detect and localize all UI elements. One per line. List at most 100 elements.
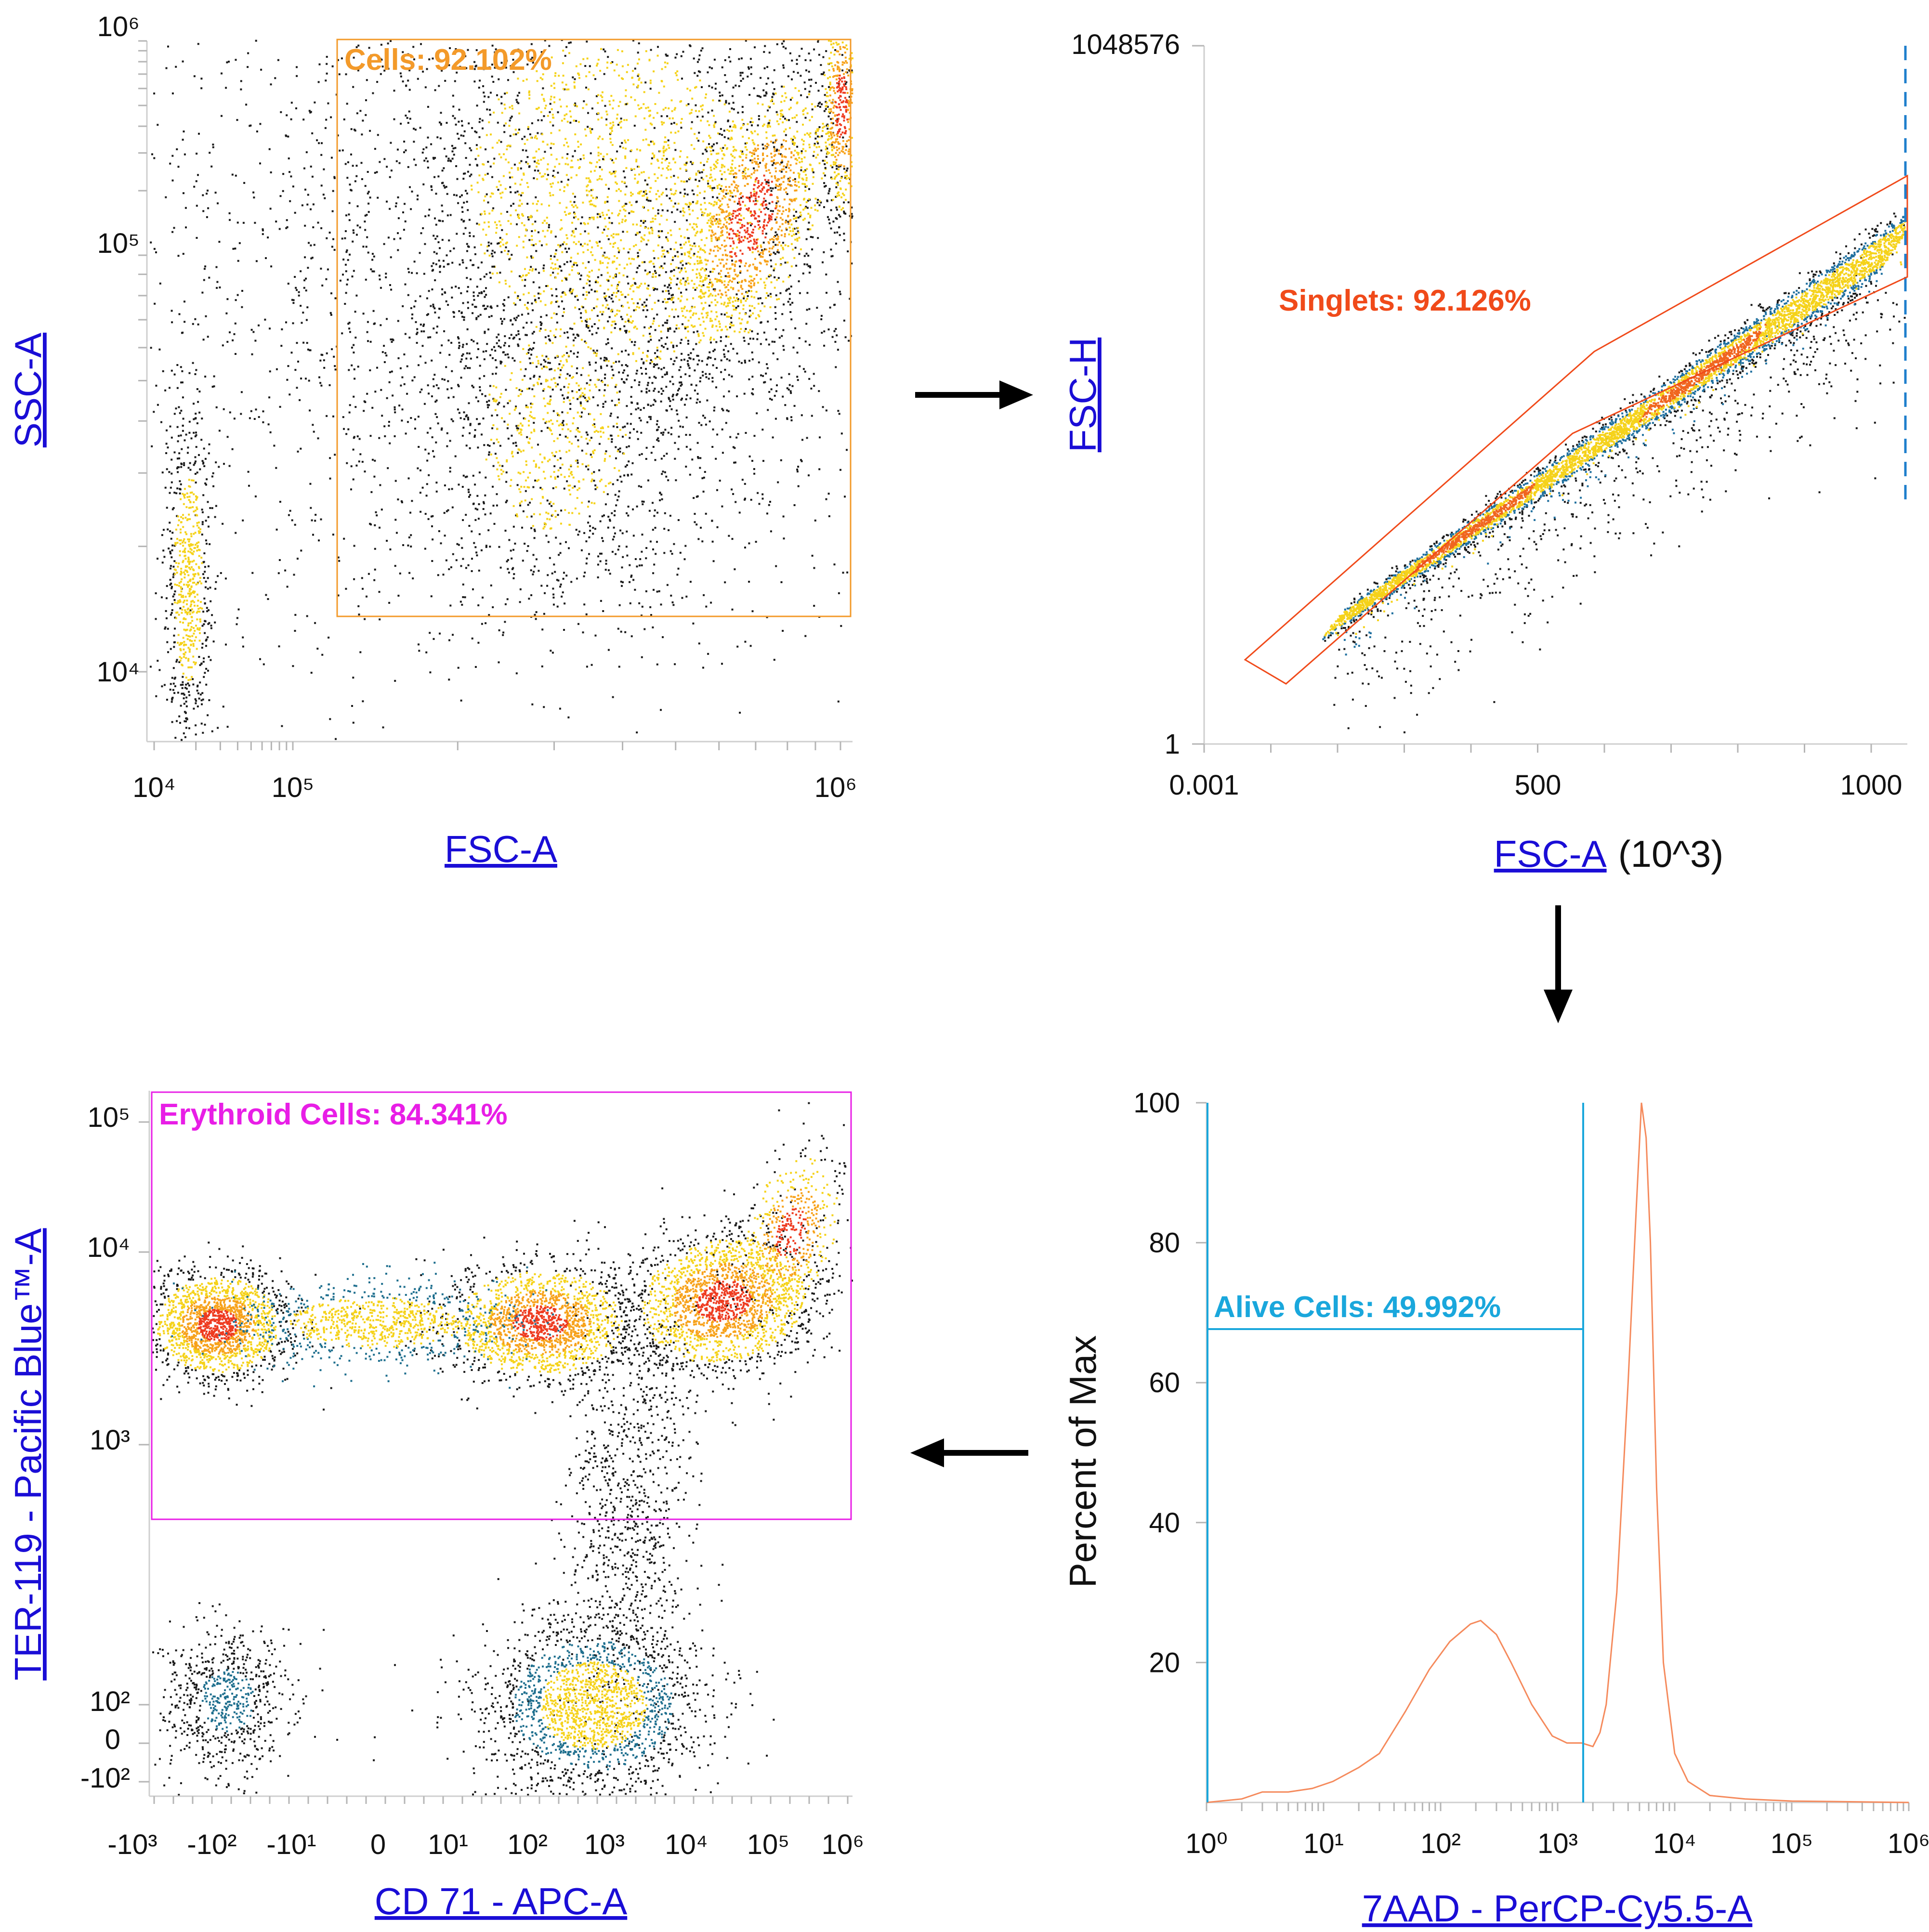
panel-singlets-y-label[interactable]: FSC-H bbox=[1062, 338, 1104, 452]
panel-live-x-tick: 10⁵ bbox=[1771, 1828, 1813, 1859]
fsc-ssc-bright-high-density bbox=[707, 139, 798, 297]
panel-singlets-x-label: FSC-A (10^3) bbox=[1494, 833, 1724, 875]
panel-erythroid-y-tick: 10⁴ bbox=[87, 1232, 130, 1263]
singlets-gate[interactable] bbox=[1244, 174, 1908, 685]
panel-singlets-x-tick: 500 bbox=[1515, 770, 1562, 801]
panel-erythroid-x-tick: 10⁴ bbox=[665, 1829, 708, 1860]
fsc-ssc-bright-sparse-density bbox=[615, 46, 853, 487]
alive-gate-label: Alive Cells: 49.992% bbox=[1214, 1291, 1501, 1324]
panel-live-x-tick: 10² bbox=[1420, 1828, 1461, 1859]
panel-fsc-ssc-y-tick: 10⁴ bbox=[97, 656, 140, 688]
panel-live-x-tick: 10⁰ bbox=[1185, 1828, 1228, 1859]
cd71-pos-ter-neg-medium-density bbox=[541, 1661, 647, 1750]
panel-fsc-ssc-y-label[interactable]: SSC-A bbox=[7, 333, 49, 447]
double-negative-sparse-density bbox=[152, 1602, 375, 1796]
panel-fsc-ssc-events bbox=[149, 39, 853, 741]
erythroid-bridge-top-peak-density bbox=[775, 1208, 807, 1256]
panel-singlets: Singlets: 92.126% 1048576 1 0.001 500 10… bbox=[1062, 29, 1908, 875]
panel-erythroid-x-label[interactable]: CD 71 - APC-A bbox=[375, 1880, 627, 1922]
panel-fsc-ssc-x-tick: 10⁵ bbox=[272, 772, 315, 803]
panel-erythroid-x-tick: 10⁶ bbox=[822, 1829, 864, 1860]
panel-fsc-ssc-x-label[interactable]: FSC-A bbox=[445, 828, 557, 870]
cells-gate[interactable] bbox=[336, 39, 852, 617]
erythroid-bridge-top-high-density bbox=[761, 1188, 820, 1279]
fsc-ssc-edge-high-density bbox=[829, 46, 853, 168]
panel-singlets-x-tick: 0.001 bbox=[1169, 770, 1239, 801]
erythroid-bridge-top-medium-density bbox=[744, 1158, 838, 1304]
panel-erythroid-x-ticks: -10³ -10² -10¹ 0 10¹ 10² 10³ 10⁴ 10⁵ 10⁶ bbox=[107, 1829, 864, 1860]
singlet-events-medium bbox=[1324, 221, 1906, 637]
panel-live-x-tick: 10⁶ bbox=[1888, 1828, 1929, 1859]
histogram-line bbox=[1206, 1102, 1909, 1803]
panel-erythroid-y-tick: -10² bbox=[80, 1762, 130, 1794]
panel-live-x-label[interactable]: 7AAD - PerCP-Cy5.5-A bbox=[1362, 1887, 1753, 1930]
panel-erythroid-minor-ticks bbox=[139, 1121, 849, 1804]
panel-singlets-events bbox=[1322, 212, 1906, 733]
y-axis-tick-marks bbox=[138, 40, 147, 673]
x-axis-tick-marks bbox=[153, 1796, 849, 1804]
double-negative-low-density bbox=[201, 1669, 254, 1733]
panel-live-x-tick: 10³ bbox=[1537, 1828, 1578, 1859]
arrow-right-icon bbox=[915, 380, 1033, 409]
fsc-ssc-edge-peak-density bbox=[835, 74, 849, 138]
fsc-ssc-bright-peak-density bbox=[728, 174, 777, 262]
fsc-ssc-debris-medium-density bbox=[173, 479, 203, 681]
erythroid-left-high-density bbox=[181, 1296, 255, 1355]
y-axis-tick-marks bbox=[139, 1121, 149, 1783]
panel-singlets-y-tick: 1048576 bbox=[1071, 29, 1180, 60]
y-axis-tick-marks bbox=[1192, 45, 1204, 745]
panel-live-y-tick: 40 bbox=[1149, 1507, 1180, 1539]
panel-live-x-tick: 10⁴ bbox=[1653, 1828, 1696, 1859]
panel-erythroid-x-tick: 10⁵ bbox=[747, 1829, 790, 1860]
panel-erythroid-x-tick: 0 bbox=[370, 1829, 386, 1860]
panel-singlets-y-tick: 1 bbox=[1165, 729, 1180, 760]
cd71-pos-ter-neg-low-density bbox=[514, 1641, 673, 1771]
fsc-ssc-main-medium-density bbox=[470, 48, 762, 364]
singlets-gate-label: Singlets: 92.126% bbox=[1279, 284, 1531, 317]
x-axis-tick-marks bbox=[153, 742, 841, 750]
fsc-ssc-debris-sparse-density bbox=[149, 323, 229, 741]
erythroid-left-peak-density bbox=[197, 1309, 238, 1342]
panel-erythroid-events bbox=[152, 1102, 853, 1797]
arrow-down-icon bbox=[1544, 905, 1573, 1023]
erythroid-right-medium-density bbox=[642, 1240, 806, 1363]
panel-fsc-ssc-x-tick: 10⁴ bbox=[132, 772, 175, 803]
panel-erythroid-y-tick: 10³ bbox=[90, 1424, 130, 1456]
fsc-ssc-bright-medium-density bbox=[679, 86, 827, 341]
panel-live-y-tick: 20 bbox=[1149, 1647, 1180, 1678]
panel-fsc-ssc: Cells: 92.102% 10⁶ 10⁵ 10⁴ 10⁴ 10⁵ 10⁶ F… bbox=[7, 11, 857, 870]
erythroid-gate[interactable] bbox=[151, 1091, 852, 1520]
panel-erythroid-y-label[interactable]: TER-119 - Pacific Blue™-A bbox=[7, 1228, 49, 1680]
panel-erythroid-x-tick: -10³ bbox=[107, 1829, 157, 1860]
panel-singlets-minor-ticks bbox=[1192, 45, 1872, 753]
panel-fsc-ssc-minor-ticks bbox=[138, 40, 841, 750]
panel-erythroid-x-tick: 10¹ bbox=[428, 1829, 468, 1860]
panel-erythroid-x-tick: 10² bbox=[507, 1829, 548, 1860]
panel-fsc-ssc-x-tick: 10⁶ bbox=[814, 772, 857, 803]
panel-live-y-ticks: 100 80 60 40 20 bbox=[1133, 1087, 1180, 1678]
cd71-pos-ter-neg-sparse-density bbox=[374, 1554, 775, 1797]
panel-singlets-x-label-link[interactable]: FSC-A bbox=[1494, 833, 1607, 875]
panel-live-x-tick: 10¹ bbox=[1303, 1828, 1344, 1859]
erythroid-mid-medium-density bbox=[457, 1272, 623, 1374]
cd71-tail-sparse-density bbox=[485, 1187, 747, 1788]
panel-erythroid-x-tick: 10³ bbox=[584, 1829, 625, 1860]
singlet-events-peak bbox=[1412, 324, 1767, 574]
panel-live-y-tick: 80 bbox=[1149, 1227, 1180, 1259]
erythroid-mid-peak-density bbox=[512, 1305, 569, 1341]
panel-live-y-tick: 60 bbox=[1149, 1367, 1180, 1398]
panel-singlets-x-tick: 1000 bbox=[1840, 770, 1902, 801]
erythroid-left-medium-density bbox=[157, 1277, 277, 1373]
panel-live-y-label: Percent of Max bbox=[1062, 1335, 1104, 1588]
arrow-left-icon bbox=[910, 1438, 1028, 1467]
x-axis-tick-marks bbox=[1206, 1802, 1910, 1811]
fsc-ssc-edge-medium-density bbox=[822, 39, 853, 211]
y-axis-tick-marks bbox=[1196, 1102, 1207, 1663]
panel-erythroid: Erythroid Cells: 84.341% 10⁵ 10⁴ 10³ 10²… bbox=[7, 1091, 864, 1922]
panel-singlets-x-label-suffix: (10^3) bbox=[1618, 833, 1724, 875]
panel-erythroid-y-tick: 10⁵ bbox=[87, 1102, 130, 1133]
fsc-ssc-lower-tail-sparse-density bbox=[342, 92, 770, 718]
x-axis-tick-marks bbox=[1203, 744, 1872, 753]
panel-erythroid-x-tick: -10¹ bbox=[266, 1829, 316, 1860]
